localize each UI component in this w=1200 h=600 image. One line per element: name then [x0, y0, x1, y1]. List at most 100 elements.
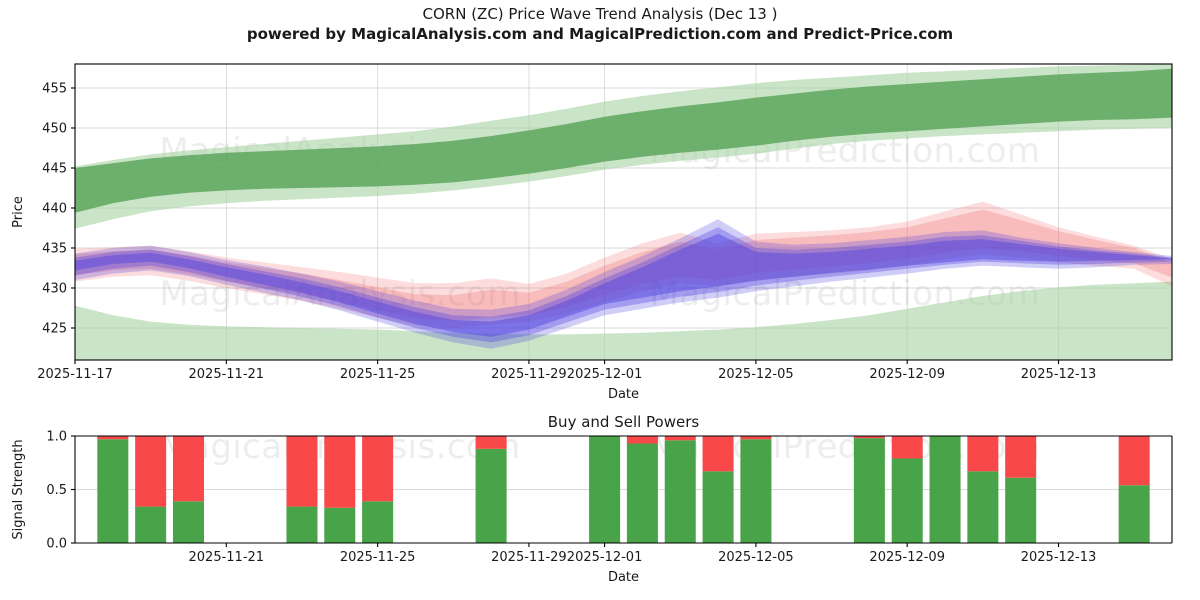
sell-power-bar: [172, 436, 204, 502]
buy-sell-powers-panel: Buy and Sell PowersMagicalAnalysis.comMa…: [11, 413, 1173, 585]
power-bar-2025-11-24: [324, 436, 356, 543]
price-ytick-label: 445: [42, 162, 67, 177]
buy-power-bar: [324, 507, 356, 543]
power-bar-2025-12-05: [740, 436, 772, 543]
sell-power-bar: [626, 436, 658, 444]
price-xtick-label: 2025-11-17: [37, 367, 113, 382]
sell-power-bar: [853, 436, 885, 439]
power-xtick-label: 2025-12-13: [1021, 550, 1097, 565]
price-wave-red-wave-inner: [75, 209, 1172, 321]
power-yaxis-title: Signal Strength: [11, 439, 26, 539]
price-band-lower-support-outer: [75, 281, 1172, 360]
price-ytick-label: 455: [42, 82, 67, 97]
price-band-upper-resistance-inner: [75, 68, 1172, 213]
price-ytick-label: 430: [42, 282, 67, 297]
buy-power-bar: [475, 448, 507, 543]
price-xtick-label: 2025-11-21: [189, 367, 265, 382]
power-xtick-label: 2025-11-25: [340, 550, 416, 565]
buy-power-bar: [286, 506, 318, 543]
sell-power-bar: [1118, 436, 1150, 486]
price-ytick-label: 450: [42, 122, 67, 137]
price-xtick-label: 2025-12-05: [718, 367, 794, 382]
power-xtick-label: 2025-11-29: [491, 550, 567, 565]
power-bar-2025-12-03: [664, 436, 696, 543]
price-wave-blue-wave-inner: [75, 227, 1172, 343]
price-xtick-label: 2025-11-29: [491, 367, 567, 382]
price-xaxis-title: Date: [608, 387, 639, 402]
buy-power-bar: [929, 436, 961, 543]
power-xtick-label: 2025-11-21: [189, 550, 265, 565]
sell-power-bar: [324, 436, 356, 508]
buy-power-bar: [172, 501, 204, 543]
power-panel-title: Buy and Sell Powers: [548, 413, 700, 431]
sell-power-bar: [664, 436, 696, 441]
power-bar-2025-11-28: [475, 436, 507, 543]
sell-power-bar: [362, 436, 394, 502]
sell-power-bar: [97, 436, 129, 440]
page-title: CORN (ZC) Price Wave Trend Analysis (Dec…: [422, 5, 778, 23]
sell-power-bar: [475, 436, 507, 449]
price-ytick-label: 425: [42, 322, 67, 337]
buy-power-bar: [1005, 477, 1037, 543]
price-wave-red-wave-outer: [75, 201, 1172, 328]
sell-power-bar: [740, 436, 772, 440]
power-bar-2025-11-18: [97, 436, 129, 543]
power-xtick-label: 2025-12-09: [869, 550, 945, 565]
price-wave-blue-wave-outer: [75, 219, 1172, 349]
price-wave-blue-wave-core: [75, 233, 1172, 337]
price-xtick-label: 2025-12-13: [1021, 367, 1097, 382]
title-block: CORN (ZC) Price Wave Trend Analysis (Dec…: [0, 4, 1200, 45]
power-ytick-label: 0.0: [46, 537, 67, 552]
watermark-left-bottom: MagicalAnalysis.com: [159, 274, 520, 314]
price-xtick-label: 2025-12-01: [567, 367, 643, 382]
power-xtick-label: 2025-12-05: [718, 550, 794, 565]
power-bar-2025-12-09: [891, 436, 923, 543]
power-bar-2025-12-02: [626, 436, 658, 543]
power-bar-2025-11-19: [135, 436, 167, 543]
power-xtick-label: 2025-12-01: [567, 550, 643, 565]
power-bar-2025-12-08: [853, 436, 885, 543]
buy-power-bar: [589, 436, 621, 543]
sell-power-bar: [702, 436, 734, 472]
price-yaxis-title: Price: [11, 196, 26, 228]
power-bar-2025-12-10: [929, 436, 961, 543]
buy-power-bar: [1118, 485, 1150, 543]
price-axis-frame: [74, 63, 1173, 361]
page-subtitle: powered by MagicalAnalysis.com and Magic…: [246, 25, 954, 43]
power-ytick-label: 1.0: [46, 430, 67, 445]
buy-power-bar: [97, 439, 129, 543]
buy-power-bar: [891, 458, 923, 543]
power-bar-2025-12-12: [1005, 436, 1037, 543]
sell-power-bar: [286, 436, 318, 507]
price-xtick-label: 2025-12-09: [869, 367, 945, 382]
buy-power-bar: [702, 471, 734, 543]
power-bar-2025-12-11: [967, 436, 999, 543]
power-bar-2025-11-25: [362, 436, 394, 543]
buy-power-bar: [740, 439, 772, 543]
buy-power-bar: [135, 506, 167, 543]
sell-power-bar: [967, 436, 999, 472]
buy-power-bar: [853, 438, 885, 543]
price-wave-panel: MagicalAnalysis.comMagicalPrediction.com…: [11, 63, 1173, 402]
power-bars-group: [97, 436, 1150, 543]
power-bar-2025-12-04: [702, 436, 734, 543]
price-area-group: [75, 64, 1172, 360]
power-ytick-label: 0.5: [46, 483, 67, 498]
sell-power-bar: [135, 436, 167, 507]
price-ytick-label: 440: [42, 202, 67, 217]
power-bar-2025-12-15: [1118, 436, 1150, 543]
power-bar-2025-11-23: [286, 436, 318, 543]
sell-power-bar: [1005, 436, 1037, 478]
price-xtick-label: 2025-11-25: [340, 367, 416, 382]
buy-power-bar: [362, 501, 394, 543]
buy-power-bar: [626, 443, 658, 543]
buy-power-bar: [664, 440, 696, 543]
power-bar-2025-11-20: [172, 436, 204, 543]
buy-power-bar: [967, 471, 999, 543]
power-bar-2025-12-01: [589, 436, 621, 543]
sell-power-bar: [891, 436, 923, 459]
power-xaxis-title: Date: [608, 570, 639, 585]
price-ytick-label: 435: [42, 242, 67, 257]
